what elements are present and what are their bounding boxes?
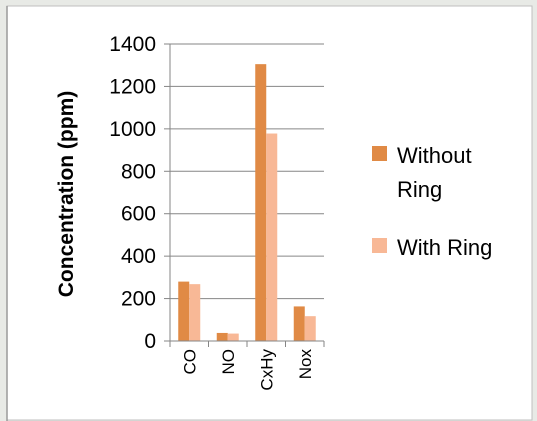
- y-axis-ticks: 0 200 400 600 800 1000 1200 1400: [109, 33, 156, 353]
- bar-with-ring-no: [227, 333, 239, 341]
- y-tick-label: 1400: [109, 33, 156, 56]
- y-tick-label: 1200: [109, 75, 156, 98]
- x-axis-categories: CO NO CxHy Nox: [180, 349, 315, 391]
- axes: [164, 43, 325, 347]
- x-category-label: CxHy: [257, 349, 276, 391]
- legend-swatch: [372, 146, 387, 161]
- y-tick-label: 400: [121, 245, 156, 268]
- y-axis-title: Concentration (ppm): [55, 91, 78, 297]
- legend-label: Ring: [397, 177, 442, 202]
- x-category-label: NO: [219, 349, 238, 375]
- y-tick-label: 600: [121, 203, 156, 226]
- y-tick-label: 0: [144, 330, 156, 353]
- y-tick-label: 200: [121, 288, 156, 311]
- legend-label: With Ring: [397, 235, 492, 260]
- bar-with-ring-co: [189, 284, 201, 341]
- bar-with-ring-cxhy: [266, 133, 278, 341]
- legend-label: Without: [397, 143, 472, 168]
- y-tick-label: 1000: [109, 118, 156, 141]
- y-tick-label: 800: [121, 160, 156, 183]
- bar-with-ring-nox: [304, 316, 316, 341]
- x-category-label: CO: [180, 349, 199, 375]
- legend: Without Ring With Ring: [372, 143, 492, 260]
- x-category-label: Nox: [296, 349, 315, 380]
- bar-without-ring-cxhy: [255, 64, 267, 342]
- legend-swatch: [372, 238, 387, 253]
- bar-without-ring-no: [216, 332, 228, 341]
- bar-without-ring-co: [178, 281, 190, 341]
- bar-without-ring-nox: [293, 306, 305, 341]
- bars: [178, 64, 316, 342]
